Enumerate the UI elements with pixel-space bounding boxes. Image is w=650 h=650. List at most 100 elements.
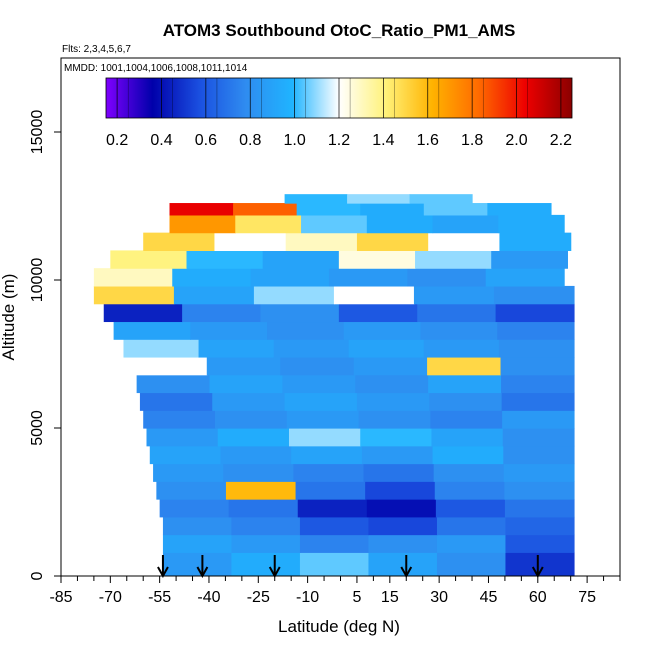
- heatmap-cell: [432, 214, 499, 234]
- colorbar-tick-label: 0.4: [150, 132, 172, 149]
- heatmap-cell: [502, 410, 575, 429]
- altitude-layer: [143, 410, 575, 429]
- heatmap-cell: [223, 463, 294, 482]
- heatmap-cell: [250, 268, 330, 287]
- heatmap-cell: [361, 445, 434, 465]
- x-tick-label: -25: [247, 589, 270, 606]
- heatmap-cell: [498, 339, 575, 358]
- altitude-layer: [93, 268, 565, 287]
- heatmap-cell: [356, 232, 429, 251]
- x-tick-label: -10: [296, 589, 319, 606]
- heatmap-cell: [206, 356, 281, 376]
- heatmap-cell: [295, 481, 366, 500]
- heatmap-cell: [368, 534, 438, 553]
- heatmap-cell: [338, 303, 418, 323]
- heatmap-cell: [366, 214, 434, 234]
- heatmap-cell: [153, 463, 224, 482]
- heatmap-cell: [162, 552, 233, 576]
- heatmap-cell: [186, 250, 264, 269]
- heatmap-cell: [284, 194, 348, 204]
- heatmap-cell: [432, 445, 504, 465]
- flight-arrow: [196, 555, 209, 579]
- y-tick-label: 10000: [29, 258, 46, 303]
- heatmap-cell: [501, 374, 575, 394]
- altitude-layer: [103, 303, 575, 323]
- heatmap-cell: [182, 303, 262, 323]
- flight-arrow: [157, 555, 169, 579]
- heatmap-cell: [428, 232, 501, 251]
- heatmap-cell: [366, 499, 437, 518]
- x-tick-label: -55: [148, 589, 171, 606]
- heatmap-cell: [231, 516, 301, 536]
- heatmap-cell: [503, 463, 575, 482]
- heatmap-cell: [143, 410, 216, 429]
- altitude-layer: [110, 250, 568, 269]
- heatmap-cell: [235, 214, 302, 234]
- y-axis-label: Altitude (m): [0, 274, 18, 361]
- heatmap-cell: [503, 445, 575, 465]
- altitude-layer: [149, 445, 575, 465]
- colorbar-tick-label: 1.4: [372, 132, 394, 149]
- heatmap-cell: [485, 268, 565, 287]
- heatmap-cell: [368, 552, 438, 576]
- altitude-layer: [169, 203, 552, 216]
- heatmap-cell: [423, 203, 488, 216]
- x-axis-label: Latitude (deg N): [278, 617, 400, 636]
- heatmap-cell: [156, 481, 227, 500]
- x-tick-label: 5: [352, 589, 361, 606]
- heatmap-cell: [190, 321, 268, 340]
- heatmap-cell: [407, 268, 487, 287]
- heatmap-cell: [356, 392, 430, 411]
- y-tick-label: 0: [29, 571, 46, 580]
- heatmap-cell: [368, 516, 438, 536]
- x-tick-label: 75: [578, 589, 596, 606]
- dates-subtitle: MMDD: 1001,1004,1006,1008,1011,1014: [64, 63, 248, 74]
- altitude-layer: [156, 481, 575, 500]
- heatmap-cell: [159, 499, 230, 518]
- colorbar-tick-label: 0.8: [239, 132, 261, 149]
- x-tick-label: 45: [480, 589, 498, 606]
- heatmap-cell: [146, 428, 219, 447]
- heatmap-cell: [333, 285, 415, 305]
- x-tick-label: 15: [381, 589, 399, 606]
- heatmap-cell: [420, 321, 498, 340]
- altitude-layer: [139, 392, 575, 411]
- colorbar-tick-label: 2.0: [505, 132, 527, 149]
- colorbar-tick-label: 0.6: [195, 132, 217, 149]
- heatmap-cell: [103, 303, 183, 323]
- x-tick-label: -70: [99, 589, 122, 606]
- heatmap-cell: [505, 534, 575, 553]
- heatmap-cell: [297, 499, 368, 518]
- heatmap-cell: [299, 552, 370, 576]
- heatmap-cell: [288, 428, 361, 447]
- heatmap-cell: [214, 410, 288, 429]
- flight-arrow-head: [196, 566, 209, 579]
- altitude-layer: [146, 428, 575, 447]
- x-tick-label: 60: [529, 589, 547, 606]
- heatmap-cell: [143, 232, 216, 251]
- heatmap-cell: [293, 463, 365, 482]
- heatmap-cell: [431, 428, 504, 447]
- heatmap-cell: [267, 321, 345, 340]
- heatmap-cell: [347, 194, 411, 204]
- flights-subtitle: Flts: 2,3,4,5,6,7: [62, 44, 131, 55]
- heatmap-cell: [493, 285, 575, 305]
- heatmap-cell: [343, 321, 422, 340]
- y-axis: 0 5000 10000 15000: [29, 110, 61, 580]
- y-tick-label: 5000: [29, 410, 46, 446]
- altitude-layer: [136, 374, 575, 394]
- heatmap-cell: [436, 552, 507, 576]
- heatmap-cell: [162, 534, 233, 553]
- altitude-layer: [159, 499, 575, 518]
- heatmap-cell: [301, 214, 368, 234]
- heatmap-cell: [169, 203, 234, 216]
- altitude-layer: [123, 339, 575, 358]
- heatmap-cell: [491, 250, 568, 269]
- heatmap-cell: [299, 534, 370, 553]
- heatmap-cell: [123, 339, 200, 358]
- heatmap-cell: [428, 374, 502, 394]
- altitude-layer: [169, 214, 565, 234]
- altitude-layer: [162, 516, 575, 536]
- heatmap-cell: [228, 499, 299, 518]
- x-tick-label: 30: [430, 589, 448, 606]
